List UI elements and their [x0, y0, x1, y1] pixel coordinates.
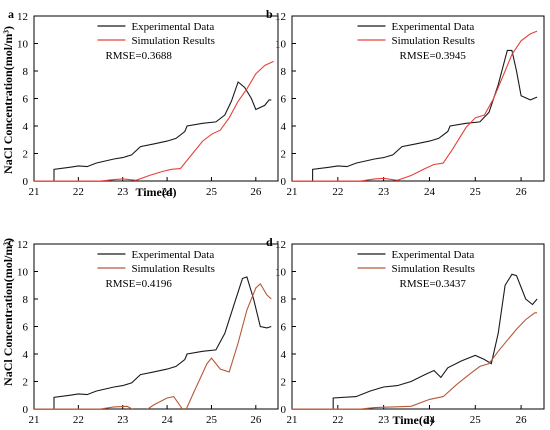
- y-tick-label: 8: [281, 294, 287, 306]
- legend-label: Experimental Data: [131, 249, 214, 261]
- x-tick-label: 22: [332, 414, 343, 426]
- series-line: [34, 60, 274, 181]
- y-tick-label: 0: [23, 404, 29, 416]
- y-tick-label: 2: [23, 149, 29, 161]
- x-tick-label: 26: [250, 186, 262, 198]
- y-tick-label: 12: [17, 239, 28, 251]
- series-line: [53, 276, 272, 409]
- x-tick-label: 25: [206, 186, 218, 198]
- legend-label: Experimental Data: [392, 249, 475, 261]
- x-tick-label: 24: [162, 414, 174, 426]
- rmse-annotation: RMSE=0.4196: [105, 278, 172, 290]
- x-tick-label: 26: [516, 414, 528, 426]
- rmse-annotation: RMSE=0.3688: [105, 50, 172, 62]
- legend-label: Simulation Results: [131, 263, 214, 275]
- y-tick-label: 2: [23, 377, 29, 389]
- x-tick-label: 23: [378, 186, 390, 198]
- y-tick-label: 8: [23, 294, 29, 306]
- x-tick-label: 24: [424, 414, 436, 426]
- y-tick-label: 6: [281, 322, 287, 334]
- y-tick-label: 12: [17, 11, 28, 23]
- series-line: [292, 30, 538, 181]
- x-tick-label: 23: [378, 414, 390, 426]
- y-tick-label: 6: [23, 94, 29, 106]
- legend-label: Experimental Data: [131, 21, 214, 33]
- y-axis-title-top: NaCl Concentration(mol/m³): [1, 26, 15, 174]
- series-line: [292, 312, 538, 409]
- y-tick-label: 0: [23, 176, 29, 188]
- x-tick-label: 23: [117, 414, 129, 426]
- x-tick-label: 26: [250, 414, 262, 426]
- x-tick-label: 24: [162, 186, 174, 198]
- y-tick-label: 2: [281, 149, 287, 161]
- x-axis-title-left: Time(d): [135, 185, 176, 199]
- y-axis-title-bottom: NaCl Concentration(mol/m³): [1, 238, 15, 386]
- x-tick-label: 25: [206, 414, 218, 426]
- legend-label: Simulation Results: [392, 263, 475, 275]
- y-tick-label: 6: [23, 322, 29, 334]
- y-tick-label: 0: [281, 404, 287, 416]
- y-tick-label: 4: [281, 349, 287, 361]
- x-axis-title-right: Time(d): [392, 413, 433, 427]
- x-tick-label: 24: [424, 186, 436, 198]
- x-tick-label: 25: [470, 414, 482, 426]
- y-tick-label: 10: [275, 267, 287, 279]
- y-tick-label: 4: [281, 121, 287, 133]
- x-tick-label: 21: [287, 186, 298, 198]
- rmse-annotation: RMSE=0.3437: [400, 278, 467, 290]
- y-tick-label: 8: [23, 66, 29, 78]
- y-tick-label: 2: [281, 377, 287, 389]
- legend-label: Simulation Results: [131, 35, 214, 47]
- series-line: [34, 283, 272, 409]
- y-tick-label: 12: [275, 11, 286, 23]
- panel-letter: c: [8, 235, 14, 249]
- x-tick-label: 21: [29, 414, 40, 426]
- y-tick-label: 6: [281, 94, 287, 106]
- y-tick-label: 10: [17, 267, 29, 279]
- y-tick-label: 4: [23, 349, 29, 361]
- y-tick-label: 12: [275, 239, 286, 251]
- y-tick-label: 10: [275, 39, 287, 51]
- y-tick-label: 4: [23, 121, 29, 133]
- legend-label: Experimental Data: [392, 21, 475, 33]
- x-tick-label: 22: [73, 414, 84, 426]
- panel-letter: b: [266, 7, 273, 21]
- y-tick-label: 8: [281, 66, 287, 78]
- legend-label: Simulation Results: [392, 35, 475, 47]
- x-tick-label: 22: [73, 186, 84, 198]
- series-line: [312, 49, 538, 181]
- x-tick-label: 21: [287, 414, 298, 426]
- x-tick-label: 22: [332, 186, 343, 198]
- x-tick-label: 25: [470, 186, 482, 198]
- rmse-annotation: RMSE=0.3945: [400, 50, 467, 62]
- x-tick-label: 21: [29, 186, 40, 198]
- x-tick-label: 26: [516, 186, 528, 198]
- panel-letter: d: [266, 235, 273, 249]
- x-tick-label: 23: [117, 186, 129, 198]
- y-tick-label: 0: [281, 176, 287, 188]
- panel-letter: a: [8, 7, 14, 21]
- series-line: [53, 81, 272, 181]
- y-tick-label: 10: [17, 39, 29, 51]
- series-line: [332, 273, 538, 409]
